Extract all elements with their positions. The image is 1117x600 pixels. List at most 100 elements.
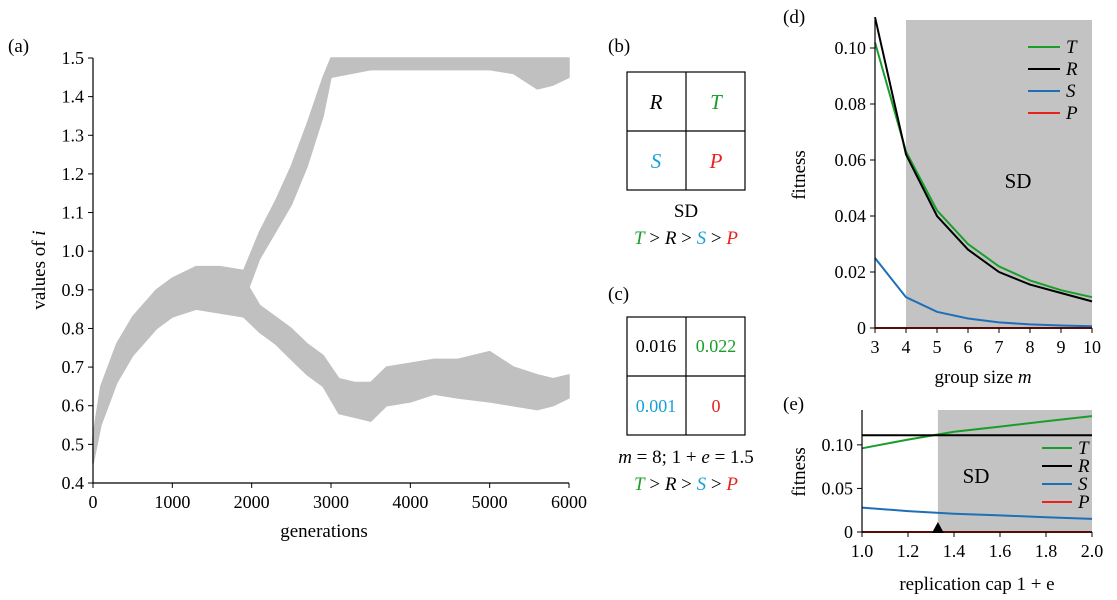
panel-c-cell-t: 0.022 <box>696 336 737 356</box>
panel-c-letter: (c) <box>608 284 629 305</box>
panel-e-y-tick-label: 0.05 <box>822 478 854 498</box>
panel-e-x-tick-label: 1.6 <box>989 541 1012 561</box>
panel-a-y-tick-label: 0.9 <box>62 280 85 300</box>
panel-e-x-tick-label: 1.4 <box>943 541 966 561</box>
panel-a-bands <box>92 57 570 465</box>
panel-d-x-tick-label: 9 <box>1057 337 1066 357</box>
panel-a-y-tick-label: 1.3 <box>62 125 85 145</box>
panel-d-x-label: group size m <box>934 367 1031 388</box>
panel-e-sd-label: SD <box>963 464 990 488</box>
panel-e-legend-label-t: T <box>1078 438 1090 459</box>
panel-e-x-label: replication cap 1 + e <box>899 574 1054 595</box>
panel-a-x-ticks: 0 1000 2000 3000 4000 5000 6000 <box>89 483 587 512</box>
panel-c-inequality: T > R > S > P <box>634 474 738 495</box>
panel-e-line-t <box>861 415 1093 450</box>
panel-d-x-tick-label: 10 <box>1083 337 1101 357</box>
panel-c-params: m = 8; 1 + e = 1.5 <box>618 447 754 468</box>
panel-d-y-tick-label: 0.08 <box>835 94 867 114</box>
panel-d-y-tick-label: 0.06 <box>835 150 867 170</box>
panel-a-y-tick-label: 1.0 <box>62 241 85 261</box>
panel-d-y-tick-label: 0.10 <box>835 38 867 58</box>
panel-a-letter: (a) <box>8 36 29 57</box>
panel-d-letter: (d) <box>783 7 805 28</box>
panel-b-label: SD <box>674 201 698 222</box>
panel-b-cell-t: T <box>710 90 723 114</box>
panel-d-x-tick-label: 8 <box>1026 337 1035 357</box>
panel-a-x-tick-label: 5000 <box>472 492 508 512</box>
panel-d-y-ticks: 0 0.02 0.04 0.06 0.08 0.10 <box>835 38 875 338</box>
panel-b-cell-r: R <box>649 90 663 114</box>
panel-c-cell-p: 0 <box>712 396 721 416</box>
panel-e-legend-label-s: S <box>1078 474 1088 495</box>
panel-a-y-tick-label: 0.5 <box>62 434 85 454</box>
panel-a-x-tick-label: 0 <box>89 492 98 512</box>
panel-c-cell-r: 0.016 <box>636 336 677 356</box>
panel-a-y-tick-label: 1.1 <box>62 203 85 223</box>
panel-a-y-tick-label: 0.7 <box>62 357 85 377</box>
panel-e-legend-label-r: R <box>1077 456 1090 477</box>
panel-a-y-tick-label: 1.4 <box>62 87 85 107</box>
panel-a-y-tick-label: 0.4 <box>62 473 85 493</box>
panel-a-band-chart: (a) 0.4 0.5 0.6 0.7 0.8 0.9 1.0 1.1 1.2 1.3 1.4 1.5… <box>8 36 587 542</box>
panel-a-band-2 <box>92 269 570 465</box>
panel-a-x-tick-label: 4000 <box>392 492 428 512</box>
panel-a-y-label-prefix: values of <box>29 240 50 310</box>
panel-c-cell-s: 0.001 <box>636 396 677 416</box>
panel-a-y-tick-label: 1.2 <box>62 164 85 184</box>
panel-e-y-tick-label: 0.10 <box>822 435 854 455</box>
panel-d-legend-label-t: T <box>1066 37 1078 58</box>
panel-e-y-label: fitness <box>789 447 810 497</box>
panel-c-matrix: (c) 0.016 0.022 0.001 0 m = 8; 1 + e = 1… <box>608 284 754 495</box>
panel-d-x-tick-label: 5 <box>933 337 942 357</box>
panel-d-y-tick-label: 0.04 <box>835 206 867 226</box>
panel-a-y-label-var: i <box>29 230 50 235</box>
panel-e-x-tick-label: 2.0 <box>1081 541 1104 561</box>
panel-a-x-tick-label: 6000 <box>551 492 587 512</box>
panel-e-x-tick-label: 1.8 <box>1035 541 1058 561</box>
panel-a-y-tick-label: 0.6 <box>62 396 85 416</box>
panel-e-y-tick-label: 0 <box>844 522 853 542</box>
panel-e-legend-label-p: P <box>1077 492 1090 513</box>
panel-d-line-t <box>874 42 1093 299</box>
panel-a-x-tick-label: 2000 <box>234 492 270 512</box>
panel-e-line-s <box>861 506 1093 520</box>
panel-d-x-tick-label: 6 <box>964 337 973 357</box>
panel-b-letter: (b) <box>608 36 630 57</box>
panel-a-y-ticks: 0.4 0.5 0.6 0.7 0.8 0.9 1.0 1.1 1.2 1.3 1.4 1.5 <box>62 48 93 493</box>
panel-d-sd-region <box>906 20 1092 328</box>
panel-d-x-tick-label: 7 <box>995 337 1004 357</box>
panel-a-y-tick-label: 1.5 <box>62 48 85 68</box>
panel-d-y-tick-label: 0.02 <box>835 262 867 282</box>
panel-d-y-label: fitness <box>789 150 810 200</box>
panel-d-legend-label-p: P <box>1065 103 1078 124</box>
panel-a-x-tick-label: 1000 <box>154 492 190 512</box>
panel-d-line-chart: (d) SD 0 0.02 0.04 0.06 0.08 0.10 3 4 5 6 7 8 9 10 T… <box>783 7 1101 388</box>
panel-e-x-ticks: 1.0 1.2 1.4 1.6 1.8 2.0 <box>851 532 1104 561</box>
panel-a-y-tick-label: 0.8 <box>62 318 85 338</box>
panel-b-cell-p: P <box>709 149 723 173</box>
panel-d-sd-label: SD <box>1005 169 1032 193</box>
panel-d-legend-label-r: R <box>1065 59 1078 80</box>
panel-a-x-label: generations <box>280 521 368 542</box>
panel-a-y-label: values of i <box>29 230 50 309</box>
panel-e-line-chart: (e) SD 0 0.05 0.10 1.0 1.2 1.4 1.6 1.8 2.0 TRSP… <box>783 394 1103 595</box>
panel-b-inequality: T > R > S > P <box>634 228 738 249</box>
panel-e-threshold-marker <box>931 522 944 533</box>
panel-e-letter: (e) <box>783 394 804 415</box>
panel-e-x-tick-label: 1.0 <box>851 541 874 561</box>
panel-d-x-ticks: 3 4 5 6 7 8 9 10 <box>871 328 1101 357</box>
panel-d-x-tick-label: 4 <box>902 337 911 357</box>
panel-e-y-ticks: 0 0.05 0.10 <box>822 435 862 542</box>
panel-d-line-r <box>874 16 1093 303</box>
panel-e-x-tick-label: 1.2 <box>897 541 920 561</box>
panel-d-legend-label-s: S <box>1066 81 1076 102</box>
panel-b-matrix: (b) R T S P SD T > R > S > P <box>608 36 746 249</box>
panel-b-cell-s: S <box>651 149 662 173</box>
panel-d-x-tick-label: 3 <box>871 337 880 357</box>
panel-d-y-tick-label: 0 <box>857 318 866 338</box>
panel-a-x-tick-label: 3000 <box>313 492 349 512</box>
panel-d-line-s <box>874 257 1093 328</box>
